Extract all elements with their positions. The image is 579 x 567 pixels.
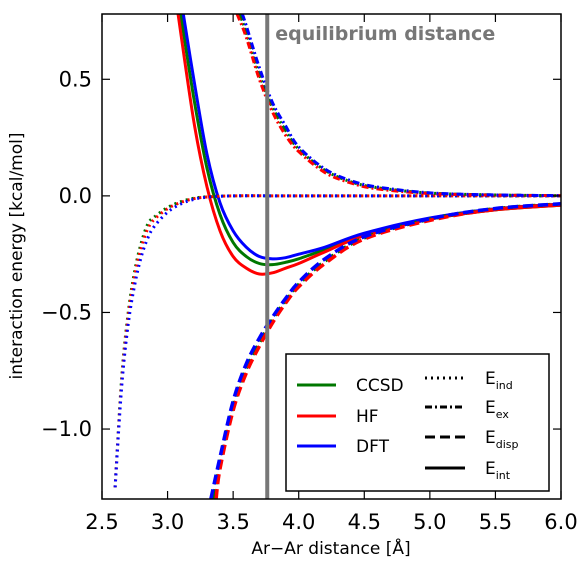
legend-label-dft: DFT [356,437,390,457]
series-dft-disp [209,202,561,499]
y-tick-label: −1.0 [41,417,92,441]
series-dft-ex [240,14,561,198]
x-tick-label: 5.5 [479,510,512,534]
legend-label-e-int: Eint [485,459,511,482]
x-tick-label: 4.0 [282,510,315,534]
legend-label-ccsd: CCSD [356,376,404,396]
y-axis-label: interaction energy [kcal/mol] [7,133,27,380]
legend-label-e-ex: Eex [485,398,509,421]
legend-box [285,353,550,492]
legend: CCSD HF DFT Eind Eex Edisp Eint [285,353,550,492]
x-tick-label: 6.0 [544,510,577,534]
x-tick-label: 4.5 [348,510,381,534]
legend-label-e-disp: Edisp [485,428,519,451]
series-hf-disp [214,202,561,499]
equilibrium-annotation: equilibrium distance [275,23,495,45]
y-tick-label: −0.5 [41,300,92,324]
x-tick-label: 2.5 [85,510,118,534]
series-layer [113,14,561,499]
legend-label-e-ind: Eind [485,369,513,392]
x-tick-label: 3.0 [151,510,184,534]
series-dft-int [181,14,561,261]
plot-frame [101,13,562,500]
y-tick-label: 0.5 [59,67,92,91]
equilibrium-line-layer: equilibrium distance [265,14,495,499]
tick-layer: 2.5 3.0 3.5 4.0 4.5 5.0 5.5 6.0 0.5 0.0 −0.5 −1.0 [41,14,578,534]
x-axis-label: Ar−Ar distance [Å] [251,537,410,559]
x-tick-label: 5.0 [413,510,446,534]
series-dft-ind [113,194,561,488]
legend-label-hf: HF [356,407,379,427]
series-ccsd-int [179,14,561,267]
y-tick-label: 0.0 [59,184,92,208]
x-tick-label: 3.5 [216,510,249,534]
